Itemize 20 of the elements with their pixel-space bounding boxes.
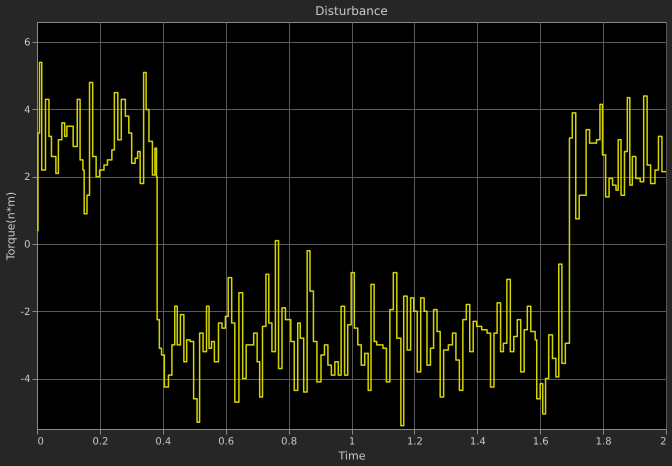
y-tick-label: -2 xyxy=(20,306,30,318)
x-tick-label: 1.2 xyxy=(406,436,423,448)
x-tick-label: 0.2 xyxy=(92,436,108,448)
x-tick-label: 1.4 xyxy=(470,436,486,448)
x-tick-label: 0.8 xyxy=(281,436,298,448)
y-tick-label: 2 xyxy=(24,172,30,184)
x-tick-label: 0.4 xyxy=(155,436,172,448)
x-tick-label: 0 xyxy=(38,436,44,448)
x-tick-label: 1.6 xyxy=(532,436,549,448)
x-tick-label: 0.6 xyxy=(218,436,234,448)
x-tick-label: 1 xyxy=(348,436,356,448)
x-axis-title: Time xyxy=(338,450,366,462)
y-tick-label: 4 xyxy=(24,104,30,116)
y-tick-label: 0 xyxy=(24,240,30,250)
x-tick-label: 2 xyxy=(660,436,666,448)
y-tick-label: 6 xyxy=(24,38,30,49)
y-tick-label: -4 xyxy=(20,374,30,386)
y-axis-title: Torque(n*m) xyxy=(4,192,18,262)
x-tick-label: 1.8 xyxy=(596,436,612,448)
chart-title: Disturbance xyxy=(315,4,388,18)
